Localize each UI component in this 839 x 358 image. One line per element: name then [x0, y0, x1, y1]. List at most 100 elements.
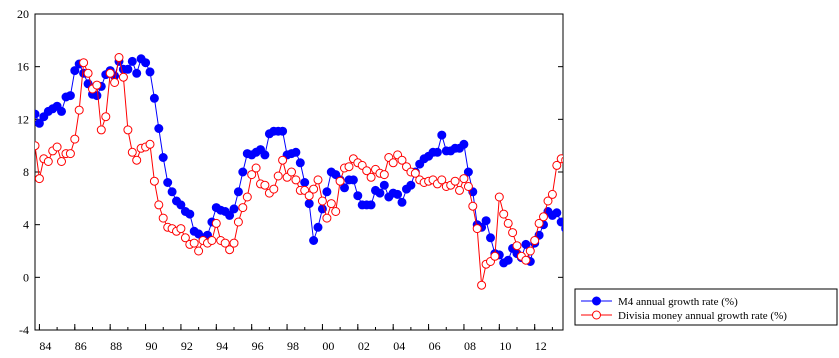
y-tick-label: 4	[23, 218, 29, 232]
data-point	[132, 68, 142, 78]
legend-label-divisia: Divisia money annual growth rate (%)	[618, 310, 787, 322]
data-point	[207, 236, 217, 245]
data-point	[233, 187, 243, 197]
x-tick-label: 84	[39, 339, 51, 353]
data-point	[43, 157, 53, 166]
data-point	[260, 180, 270, 190]
data-point	[344, 162, 354, 172]
data-point	[521, 239, 531, 249]
data-point	[260, 150, 270, 160]
data-point	[455, 185, 464, 195]
data-point	[362, 166, 372, 176]
data-point	[180, 233, 190, 243]
data-point	[503, 255, 513, 265]
data-point	[463, 182, 473, 191]
data-point	[561, 156, 563, 164]
data-point	[317, 196, 327, 206]
data-point	[158, 153, 168, 162]
data-point	[57, 106, 66, 116]
x-tick-label: 00	[322, 339, 334, 353]
data-point	[105, 68, 115, 78]
data-point	[353, 191, 363, 201]
data-point	[410, 168, 420, 178]
data-point	[220, 238, 230, 248]
data-point	[490, 251, 500, 261]
data-point	[35, 174, 44, 184]
x-tick-label: 02	[358, 339, 370, 353]
legend-label-m4: M4 annual growth rate (%)	[618, 296, 738, 308]
data-point	[238, 203, 248, 213]
data-point	[92, 91, 102, 101]
data-point	[225, 210, 235, 220]
data-point	[189, 238, 199, 248]
data-point	[300, 178, 310, 187]
series-layer	[35, 53, 574, 290]
data-point	[154, 124, 164, 133]
data-point	[468, 201, 478, 211]
data-point	[149, 176, 159, 186]
data-point	[326, 199, 336, 209]
data-point	[437, 130, 447, 140]
legend-box	[574, 288, 838, 326]
data-point	[123, 64, 133, 74]
data-point	[366, 200, 376, 210]
data-point	[566, 223, 574, 231]
data-point	[110, 78, 120, 87]
data-point	[534, 218, 544, 228]
y-tick-label: 16	[17, 60, 29, 74]
data-point	[35, 118, 44, 128]
data-point	[145, 67, 155, 77]
data-point	[35, 141, 40, 151]
data-point	[79, 58, 89, 68]
data-point	[366, 172, 376, 182]
x-tick-label: 92	[181, 339, 193, 353]
x-tick-label: 88	[110, 339, 122, 353]
data-point	[348, 175, 358, 185]
data-point	[154, 200, 164, 210]
data-point	[539, 212, 548, 222]
x-tick-label: 96	[252, 339, 264, 353]
data-point	[556, 217, 563, 227]
data-point	[291, 175, 301, 185]
data-point	[287, 167, 296, 177]
data-point	[74, 105, 84, 115]
data-point	[393, 189, 403, 199]
data-point	[322, 187, 332, 197]
x-tick-label: 10	[499, 339, 511, 353]
series-0	[35, 54, 574, 268]
data-point	[176, 224, 186, 234]
data-point	[101, 112, 111, 122]
data-point	[211, 218, 221, 228]
data-point	[225, 245, 235, 255]
data-point	[304, 199, 314, 209]
data-point	[313, 222, 323, 232]
data-point	[499, 209, 509, 219]
data-point	[96, 125, 106, 135]
data-point	[459, 174, 469, 184]
data-point	[379, 170, 389, 180]
legend-swatch-divisia-marker	[592, 310, 601, 320]
data-point	[149, 93, 159, 103]
x-tick-label: 04	[393, 339, 405, 353]
data-point	[397, 197, 407, 207]
data-point	[530, 236, 540, 245]
data-point	[269, 184, 279, 194]
data-point	[278, 126, 288, 136]
data-point	[127, 56, 137, 66]
data-point	[432, 147, 442, 157]
y-tick-label: 0	[23, 270, 29, 284]
data-point	[291, 147, 301, 157]
data-point	[512, 241, 522, 251]
x-tick-label: 94	[216, 339, 228, 353]
data-point	[114, 53, 124, 62]
data-point	[251, 163, 261, 173]
data-point	[472, 224, 482, 234]
data-point	[295, 158, 305, 168]
data-point	[185, 209, 195, 219]
data-point	[503, 218, 513, 228]
data-point	[481, 216, 491, 226]
data-point	[127, 147, 137, 157]
data-point	[163, 178, 173, 187]
data-point	[322, 213, 332, 223]
